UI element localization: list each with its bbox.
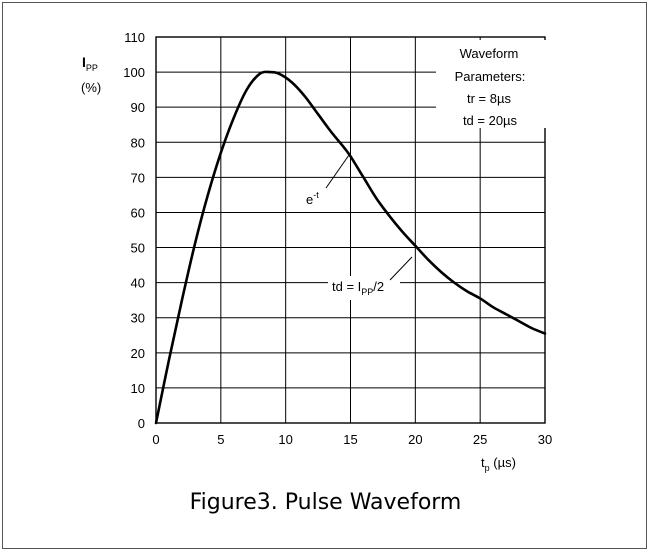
parameters-line-4: td = 20µs [463, 113, 518, 128]
y-tick-label: 0 [138, 416, 145, 431]
td-label: td = IPP/2 [332, 279, 384, 297]
figure-caption: Figure3. Pulse Waveform [189, 490, 462, 515]
parameters-box-background [436, 40, 548, 128]
x-tick-label: 10 [278, 432, 292, 447]
exp-leader-line [325, 154, 350, 189]
y-tick-label: 40 [131, 276, 145, 291]
y-axis-label: IPP [82, 54, 98, 73]
x-tick-labels: 0 5 10 15 20 25 30 [152, 432, 552, 447]
y-axis-unit: (%) [81, 80, 101, 95]
x-axis-label: tp (µs) [481, 455, 516, 473]
y-tick-label: 110 [124, 30, 145, 45]
td-label-background [328, 276, 400, 300]
td-leader-line [389, 256, 413, 281]
exp-label: e-t [306, 190, 319, 207]
x-tick-label: 0 [152, 432, 159, 447]
y-tick-label: 90 [131, 100, 145, 115]
y-tick-label: 30 [131, 311, 145, 326]
x-tick-label: 30 [538, 432, 552, 447]
y-tick-label: 100 [123, 65, 145, 80]
x-tick-label: 20 [408, 432, 422, 447]
x-tick-label: 25 [473, 432, 487, 447]
parameters-line-2: Parameters: [455, 69, 526, 84]
y-tick-label: 20 [131, 346, 145, 361]
parameters-line-1: Waveform [460, 46, 519, 61]
y-tick-label: 10 [131, 381, 145, 396]
x-tick-label: 15 [343, 432, 357, 447]
plot-area-border [155, 36, 546, 424]
x-tick-label: 5 [217, 432, 224, 447]
exp-label-background [300, 188, 330, 208]
y-tick-label: 80 [131, 135, 145, 150]
y-tick-label: 60 [131, 205, 145, 220]
y-tick-labels: 0 10 20 30 40 50 60 70 80 90 100 110 [123, 30, 145, 431]
y-tick-label: 50 [131, 241, 145, 256]
pulse-waveform-chart: 0 10 20 30 40 50 60 70 80 90 100 110 0 5 10 15 20 25 30 W… [81, 30, 552, 473]
parameters-line-3: tr = 8µs [467, 91, 511, 106]
y-tick-label: 70 [131, 170, 145, 185]
series-curve [154, 70, 547, 425]
